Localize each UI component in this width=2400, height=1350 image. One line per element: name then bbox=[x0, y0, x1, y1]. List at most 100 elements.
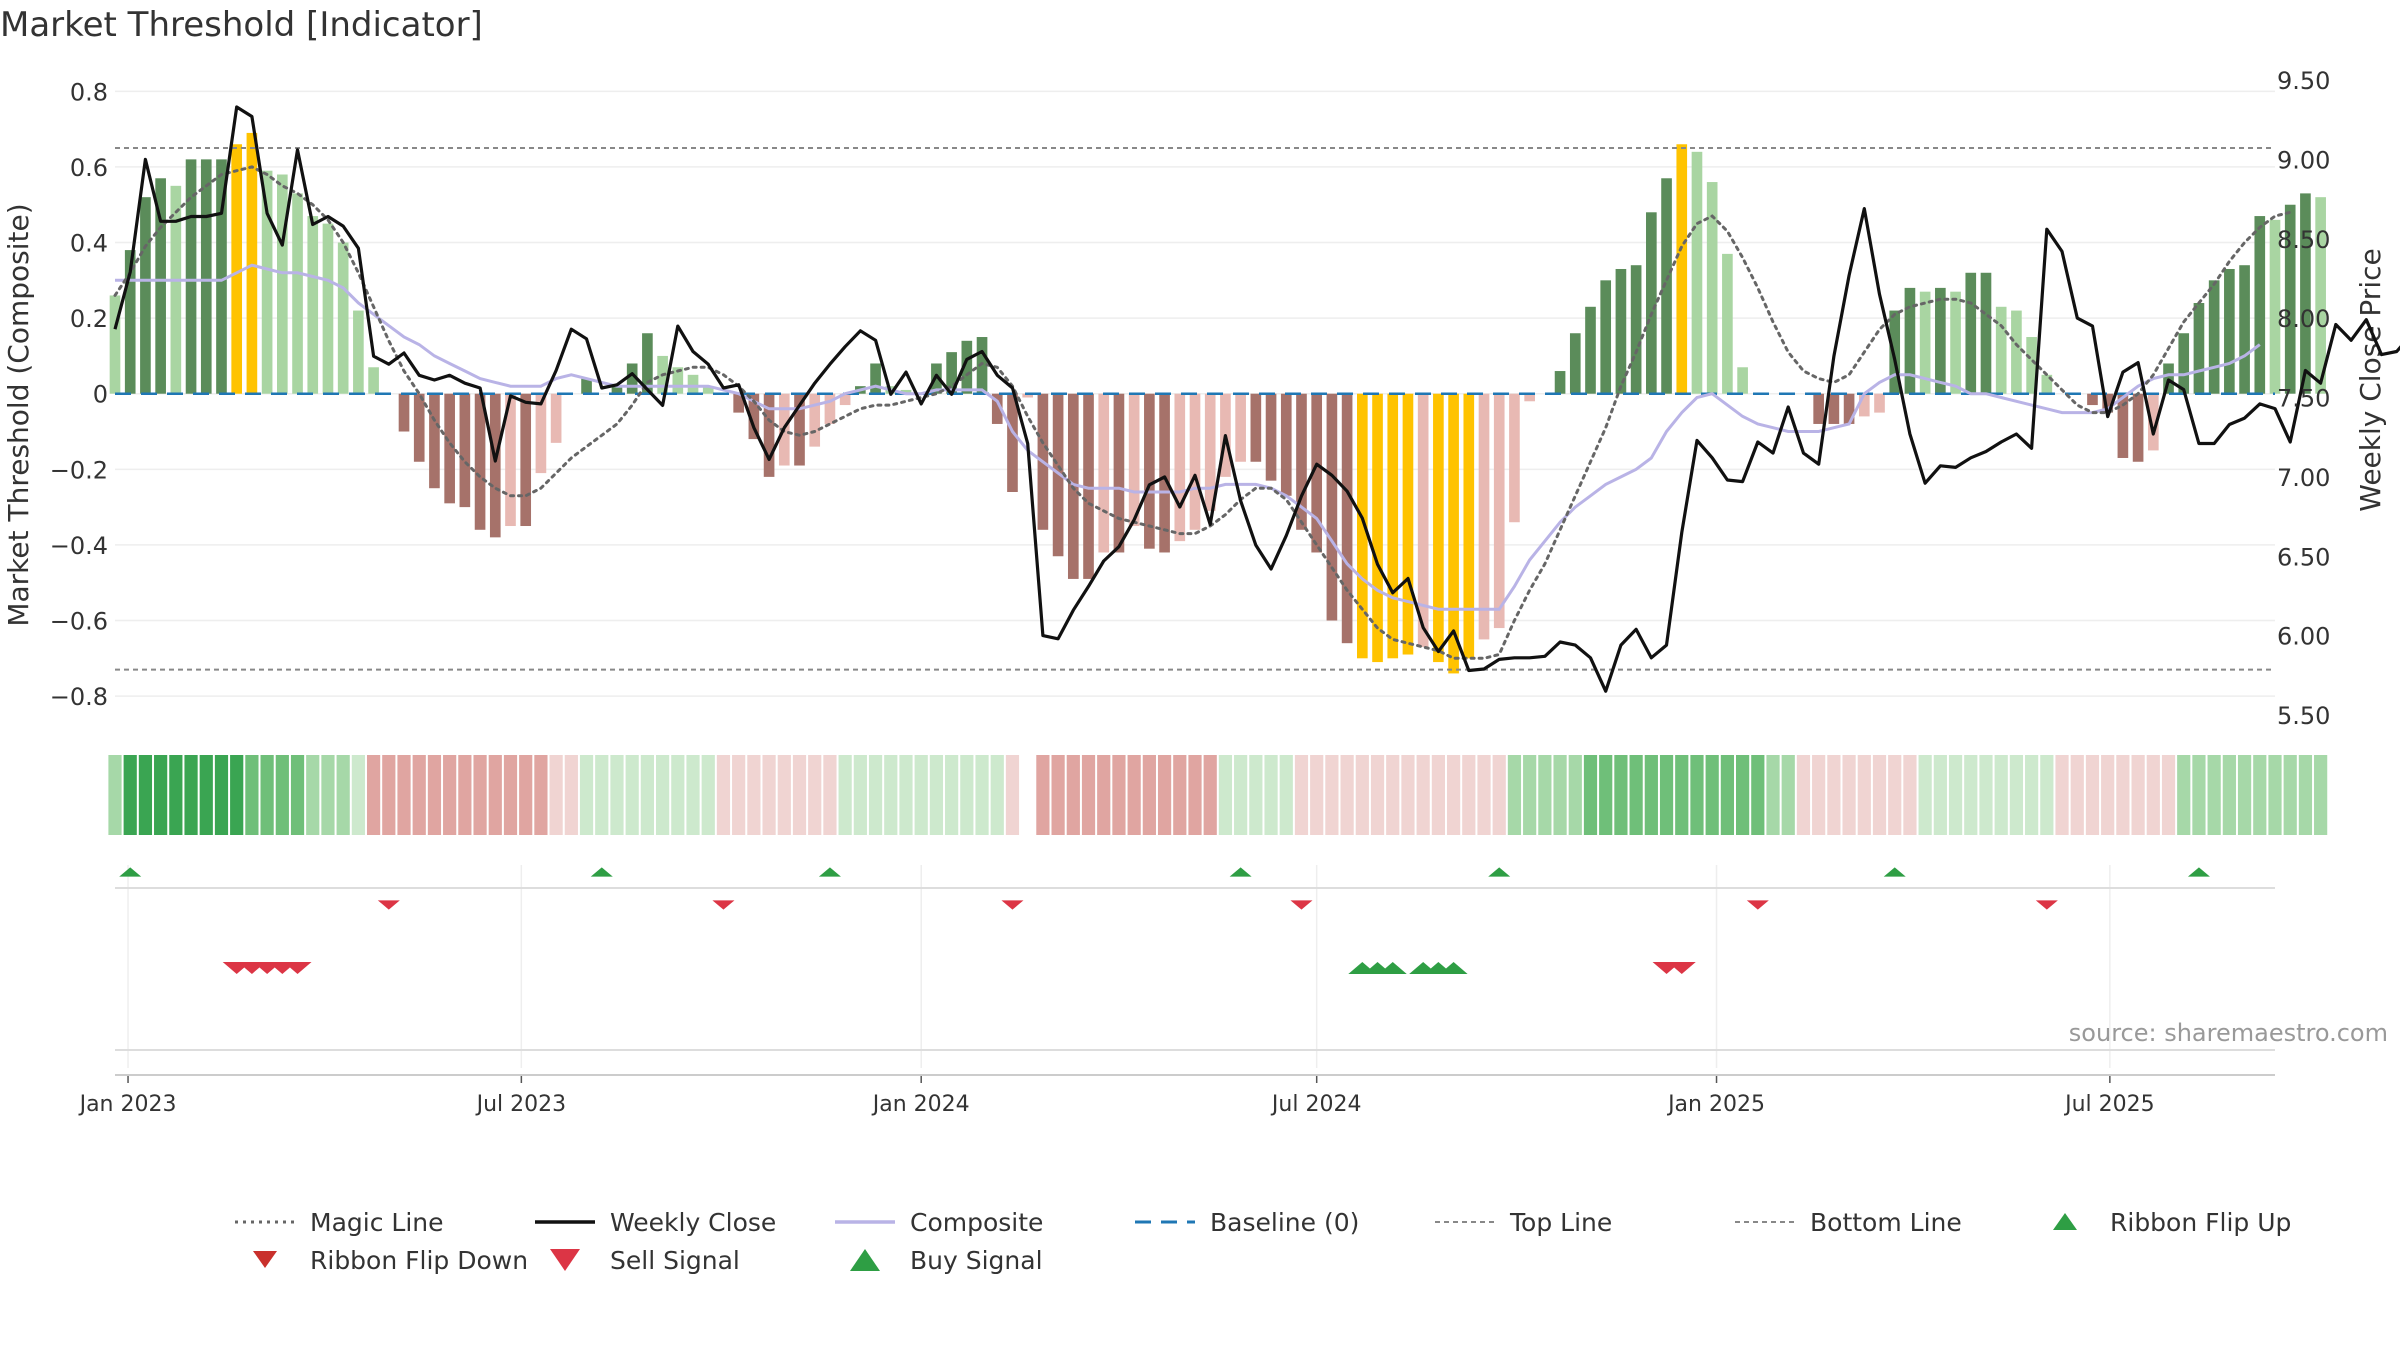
threshold-bar bbox=[702, 386, 714, 394]
ribbon-cell bbox=[1690, 755, 1704, 835]
ribbon-cell bbox=[2040, 755, 2054, 835]
ribbon-cell bbox=[945, 755, 959, 835]
sell-signal-marker bbox=[1667, 962, 1696, 974]
threshold-bar bbox=[1357, 393, 1368, 659]
ribbon-cell bbox=[2283, 755, 2297, 835]
ribbon-cell bbox=[899, 755, 913, 835]
ribbon-cell bbox=[1431, 755, 1445, 835]
legend-item: Bottom Line bbox=[1735, 1208, 1962, 1237]
threshold-bar bbox=[1935, 287, 1946, 394]
threshold-bar bbox=[1022, 393, 1033, 398]
ribbon-cell bbox=[199, 755, 213, 835]
ribbon-cell bbox=[123, 755, 137, 835]
ribbon-flip-up-marker bbox=[1229, 867, 1252, 877]
y-tick-label-left: −0.2 bbox=[50, 456, 108, 484]
ribbon-cell bbox=[1705, 755, 1719, 835]
ribbon-cell bbox=[1994, 755, 2008, 835]
threshold-bar bbox=[1448, 393, 1459, 674]
threshold-bar bbox=[642, 333, 653, 394]
ribbon-flip-down-marker bbox=[1746, 900, 1769, 910]
threshold-bar bbox=[292, 193, 303, 394]
ribbon-cell bbox=[1583, 755, 1598, 835]
ribbon-strip bbox=[108, 755, 2328, 835]
legend-swatch bbox=[2053, 1213, 2077, 1230]
threshold-bar bbox=[839, 393, 851, 406]
chart-title: Market Threshold [Indicator] bbox=[0, 5, 483, 45]
threshold-bar bbox=[1600, 280, 1612, 394]
threshold-bar bbox=[809, 393, 821, 447]
threshold-bar bbox=[1843, 393, 1855, 424]
ribbon-cell bbox=[1720, 755, 1734, 835]
y-axis-label-left: Market Threshold (Composite) bbox=[2, 203, 35, 626]
threshold-bar bbox=[581, 378, 592, 394]
threshold-bar bbox=[1980, 272, 1992, 394]
ribbon-cell bbox=[747, 755, 761, 835]
threshold-bar bbox=[1402, 393, 1414, 655]
ribbon-cell bbox=[1234, 755, 1248, 835]
ribbon-cell bbox=[1888, 755, 1902, 835]
threshold-bar bbox=[2269, 219, 2281, 394]
ribbon-cell bbox=[1599, 755, 1613, 835]
y-tick-label-left: 0 bbox=[93, 381, 108, 409]
threshold-bar bbox=[1569, 333, 1581, 394]
threshold-bar bbox=[2117, 393, 2129, 458]
ribbon-cell bbox=[1842, 755, 1856, 835]
threshold-bar bbox=[1235, 393, 1246, 462]
ribbon-cell bbox=[458, 755, 472, 835]
ribbon-cell bbox=[1507, 755, 1522, 835]
threshold-bar bbox=[1387, 393, 1399, 659]
threshold-bar bbox=[337, 242, 349, 394]
threshold-bar bbox=[1950, 291, 1961, 394]
threshold-bar bbox=[870, 363, 881, 394]
threshold-bar bbox=[1995, 306, 2007, 394]
threshold-bar bbox=[505, 393, 516, 527]
axes: 0.8 0.6 0.4 0.2 0 −0.2 −0.4 −0.6 −0.8 9.50 9.00 8.5… bbox=[50, 67, 2331, 1117]
threshold-bar bbox=[1189, 393, 1201, 530]
ribbon-cell bbox=[975, 755, 989, 835]
threshold-bar bbox=[2132, 393, 2144, 462]
threshold-bar bbox=[2300, 193, 2311, 394]
ribbon-cell bbox=[686, 755, 700, 835]
threshold-bars bbox=[109, 132, 2326, 674]
threshold-bar bbox=[1463, 393, 1475, 659]
ribbon-cell bbox=[366, 755, 381, 835]
indicator-lines bbox=[113, 105, 2400, 693]
ribbon-flip-up-marker bbox=[1883, 867, 1906, 877]
threshold-bar bbox=[1083, 393, 1094, 579]
threshold-bar bbox=[1904, 287, 1916, 394]
threshold-bar bbox=[1052, 393, 1064, 557]
threshold-bar bbox=[277, 174, 288, 394]
ribbon-cell bbox=[671, 755, 685, 835]
threshold-bar bbox=[1524, 393, 1535, 402]
x-tick-label: Jul 2024 bbox=[1270, 1092, 1362, 1117]
ribbon-cell bbox=[1857, 755, 1871, 835]
ribbon-cell bbox=[1066, 755, 1080, 835]
threshold-bar bbox=[1630, 265, 1642, 394]
threshold-bar bbox=[1585, 306, 1596, 394]
legend-item: Baseline (0) bbox=[1135, 1208, 1359, 1237]
ribbon-cell bbox=[2314, 755, 2328, 835]
ribbon-cell bbox=[1173, 755, 1187, 835]
ribbon-cell bbox=[960, 755, 974, 835]
threshold-bar bbox=[611, 386, 623, 394]
threshold-bar bbox=[1007, 393, 1018, 492]
threshold-bar bbox=[398, 393, 410, 432]
ribbon-cell bbox=[823, 755, 837, 835]
ribbon-cell bbox=[732, 755, 746, 835]
y-tick-label-right: 8.00 bbox=[2277, 305, 2330, 333]
x-tick-label: Jul 2023 bbox=[475, 1092, 567, 1117]
threshold-bar bbox=[1341, 393, 1353, 644]
x-tick-label: Jan 2025 bbox=[1666, 1092, 1765, 1117]
ribbon-cell bbox=[2025, 755, 2039, 835]
ribbon-cell bbox=[1340, 755, 1354, 835]
ribbon-cell bbox=[838, 755, 852, 835]
legend-label: Magic Line bbox=[310, 1208, 444, 1237]
threshold-bar bbox=[307, 216, 319, 394]
threshold-bar bbox=[1661, 178, 1672, 394]
ribbon-cell bbox=[1279, 755, 1293, 835]
ribbon-cell bbox=[595, 755, 609, 835]
ribbon-cell bbox=[1188, 755, 1202, 835]
ribbon-cell bbox=[2253, 755, 2267, 835]
ribbon-cell bbox=[2101, 755, 2115, 835]
ribbon-cell bbox=[1462, 755, 1476, 835]
